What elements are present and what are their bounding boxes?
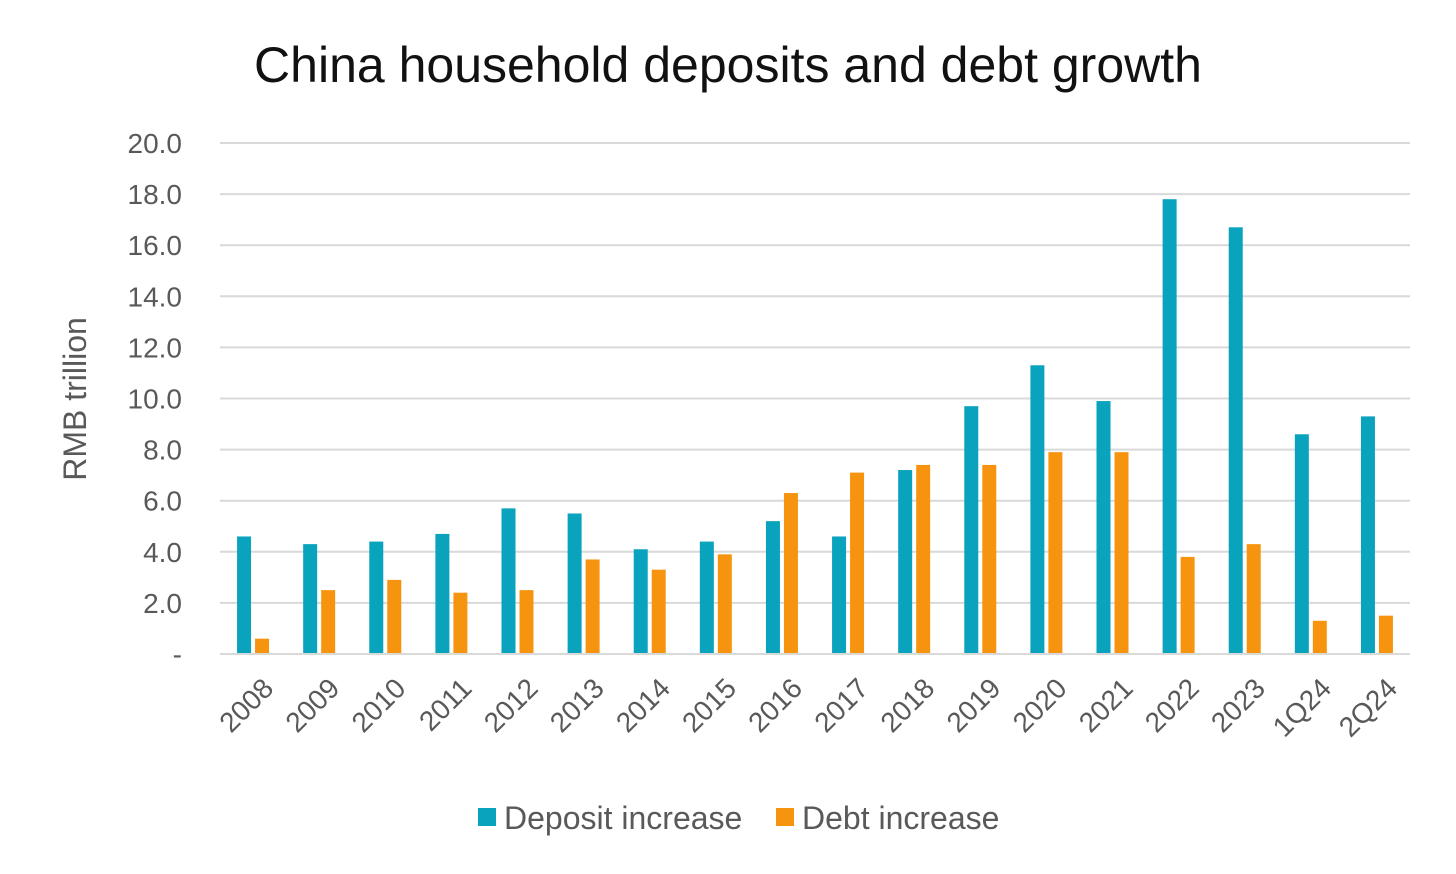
bar-debt-2013 [585, 559, 600, 654]
legend-swatch-deposit [478, 808, 496, 826]
x-axis-ticks: 2008 2009 2010 2011 2012 2013 2014 2015 2016 2017… [213, 672, 1403, 742]
y-axis-ticks: - 2.0 4.0 6.0 8.0 10.0 12.0 14.0 16.0 18.0 20.0 [128, 128, 183, 670]
bar-debt-2014 [651, 569, 666, 654]
bar-deposit-2008 [237, 536, 252, 654]
bar-deposit-2021 [1096, 401, 1111, 654]
x-tick-label: 2020 [1007, 672, 1073, 738]
bar-deposit-2014 [633, 549, 648, 654]
bar-deposit-2015 [699, 541, 714, 654]
y-tick-label: 10.0 [128, 384, 183, 415]
bar-debt-2015 [717, 554, 732, 654]
y-tick-label: 8.0 [143, 435, 182, 466]
x-tick-label: 2017 [808, 672, 874, 738]
x-tick-label: 2016 [742, 672, 808, 738]
bar-debt-2021 [1114, 452, 1129, 654]
bar-deposit-2019 [964, 406, 979, 654]
y-tick-label: 4.0 [143, 537, 182, 568]
bar-deposit-2011 [435, 533, 450, 654]
bar-deposit-2016 [765, 521, 780, 654]
x-tick-label: 2008 [213, 672, 279, 738]
x-tick-label: 2009 [279, 672, 345, 738]
bar-deposit-2017 [832, 536, 847, 654]
bar-debt-2016 [783, 493, 798, 654]
bar-debt-2020 [1048, 452, 1063, 654]
chart-title: China household deposits and debt growth [254, 37, 1202, 93]
x-tick-label: 2010 [346, 672, 412, 738]
bar-deposit-2022 [1162, 199, 1177, 654]
gridlines [220, 142, 1410, 604]
y-tick-label: 18.0 [128, 179, 183, 210]
bar-deposit-2010 [369, 541, 384, 654]
bar-debt-1Q24 [1312, 620, 1327, 654]
y-tick-label: - [173, 639, 182, 670]
y-tick-label: 20.0 [128, 128, 183, 159]
bar-debt-2012 [519, 590, 534, 654]
bar-deposit-2009 [303, 544, 318, 654]
x-tick-label: 2019 [941, 672, 1007, 738]
x-tick-label: 2011 [413, 672, 478, 737]
y-tick-label: 12.0 [128, 332, 183, 363]
x-tick-label: 2Q24 [1333, 672, 1403, 742]
x-tick-label: 2023 [1205, 672, 1271, 738]
x-tick-label: 1Q24 [1267, 672, 1337, 742]
legend-label-debt: Debt increase [802, 800, 999, 836]
bar-deposit-2Q24 [1360, 416, 1375, 654]
x-tick-label: 2013 [544, 672, 610, 738]
x-tick-label: 2012 [478, 672, 544, 738]
bar-debt-2023 [1246, 544, 1261, 654]
bar-debt-2017 [850, 472, 865, 654]
bar-debt-2010 [387, 579, 402, 654]
bars [237, 199, 1393, 654]
bar-debt-2011 [453, 592, 468, 654]
bar-debt-2018 [916, 464, 931, 654]
y-tick-label: 16.0 [128, 230, 183, 261]
legend-label-deposit: Deposit increase [504, 800, 742, 836]
x-tick-label: 2015 [676, 672, 742, 738]
bar-deposit-2018 [898, 470, 913, 654]
bar-debt-2Q24 [1378, 615, 1393, 654]
bar-debt-2022 [1180, 556, 1195, 654]
y-axis-label: RMB trillion [57, 317, 93, 481]
legend-swatch-debt [776, 808, 794, 826]
x-tick-label: 2018 [874, 672, 940, 738]
bar-deposit-2020 [1030, 365, 1045, 654]
y-tick-label: 14.0 [128, 281, 183, 312]
y-tick-label: 6.0 [143, 486, 182, 517]
legend: Deposit increase Debt increase [478, 800, 999, 836]
bar-debt-2009 [321, 590, 336, 654]
bar-debt-2008 [255, 638, 270, 654]
bar-deposit-2012 [501, 508, 516, 654]
bar-deposit-2023 [1228, 227, 1243, 654]
bar-deposit-2013 [567, 513, 582, 654]
bar-debt-2019 [982, 464, 997, 654]
x-tick-label: 2021 [1073, 672, 1139, 738]
y-tick-label: 2.0 [143, 588, 182, 619]
bar-deposit-1Q24 [1294, 434, 1309, 654]
x-tick-label: 2014 [610, 672, 676, 738]
x-tick-label: 2022 [1139, 672, 1205, 738]
